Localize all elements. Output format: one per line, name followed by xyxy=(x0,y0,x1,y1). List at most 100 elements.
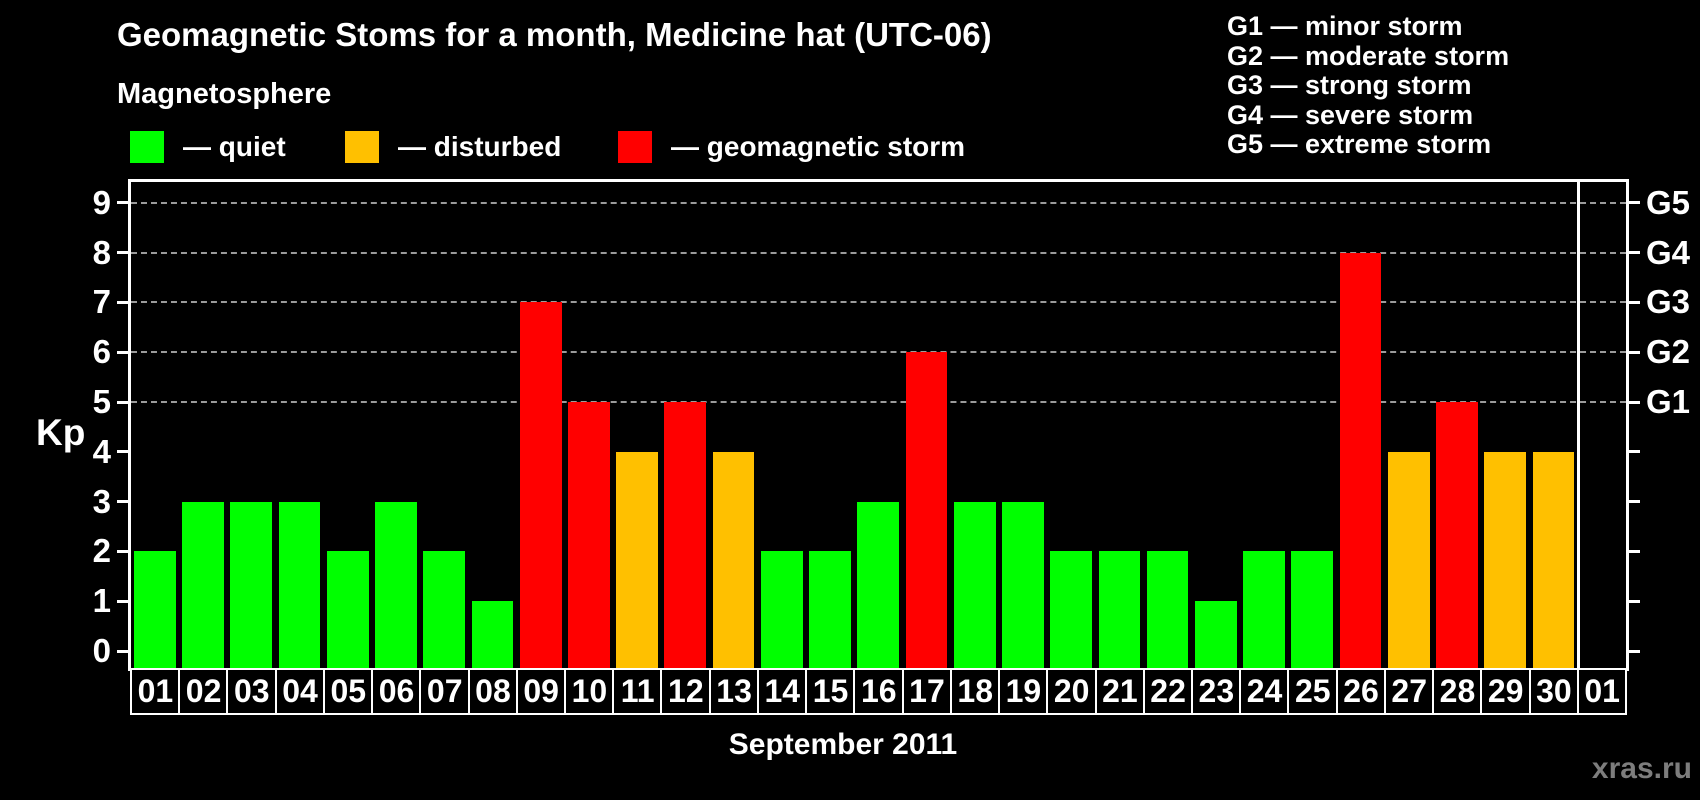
left-tick-kp3 xyxy=(117,500,131,504)
bar-day-23 xyxy=(1194,601,1237,668)
left-tick-kp5 xyxy=(117,400,131,404)
bar-day-15 xyxy=(809,551,851,668)
bar-day-19 xyxy=(1002,501,1044,668)
bar-day-05 xyxy=(326,551,369,668)
x-tick-day-12: 12 xyxy=(660,668,712,715)
y-tick-label-1: 1 xyxy=(92,582,111,620)
x-tick-day-21: 21 xyxy=(1094,668,1146,715)
bar-day-14 xyxy=(760,551,803,668)
x-tick-day-02: 02 xyxy=(178,668,229,715)
y-tick-label-3: 3 xyxy=(92,482,111,520)
bar-day-04 xyxy=(278,501,321,668)
left-tick-kp0 xyxy=(117,649,131,653)
gridline-kp6 xyxy=(131,351,1626,354)
bar-day-11 xyxy=(616,451,658,668)
y-tick-label-8: 8 xyxy=(92,233,111,271)
month-boundary-line xyxy=(1576,182,1580,668)
x-tick-day-14: 14 xyxy=(756,668,808,715)
right-tick-kp5 xyxy=(1626,400,1640,404)
x-tick-day-30: 30 xyxy=(1528,668,1580,715)
x-tick-day-11: 11 xyxy=(612,668,663,715)
quiet-legend-label: — quiet xyxy=(183,131,286,162)
bar-day-16 xyxy=(857,501,900,668)
y-tick-label-2: 2 xyxy=(92,532,111,570)
bar-day-18 xyxy=(953,501,996,668)
x-tick-day-01-next-month: 01 xyxy=(1576,668,1628,715)
bar-day-01 xyxy=(134,551,176,668)
right-tick-kp7 xyxy=(1626,300,1640,304)
right-tick-kp0 xyxy=(1626,649,1640,653)
y-tick-label-0: 0 xyxy=(92,632,111,669)
bar-day-24 xyxy=(1243,551,1285,668)
gridline-kp8 xyxy=(131,251,1626,254)
x-tick-day-29: 29 xyxy=(1480,668,1532,715)
g-scale-item-g4: G4 — severe storm xyxy=(1227,99,1474,130)
bar-day-20 xyxy=(1050,551,1092,668)
bar-day-13 xyxy=(712,451,755,668)
x-tick-day-06: 06 xyxy=(371,668,422,715)
x-axis-label: September 2011 xyxy=(728,728,958,761)
left-tick-kp7 xyxy=(117,300,131,304)
bar-day-26 xyxy=(1339,252,1382,668)
y-axis-label: Kp xyxy=(36,412,86,453)
right-tick-kp9 xyxy=(1626,201,1640,205)
gridline-kp7 xyxy=(131,301,1626,304)
bar-day-12 xyxy=(664,402,707,668)
g-scale-legend: G1 — minor storm G2 — moderate storm G3 — … xyxy=(1227,11,1510,160)
bar-day-22 xyxy=(1146,551,1189,668)
y-tick-label-7: 7 xyxy=(92,283,111,321)
gridline-kp5 xyxy=(131,401,1626,403)
x-tick-day-19: 19 xyxy=(998,668,1049,715)
x-tick-day-28: 28 xyxy=(1432,668,1483,715)
bar-day-27 xyxy=(1387,451,1430,668)
y-tick-label-4: 4 xyxy=(92,432,111,470)
bar-day-08 xyxy=(471,601,514,668)
bar-day-25 xyxy=(1291,551,1334,668)
x-tick-day-10: 10 xyxy=(564,668,615,715)
bar-day-06 xyxy=(375,501,417,668)
x-tick-day-16: 16 xyxy=(853,668,905,715)
chart-title: Geomagnetic Stoms for a month, Medicine … xyxy=(117,16,992,53)
x-tick-day-22: 22 xyxy=(1142,668,1194,715)
x-tick-day-23: 23 xyxy=(1190,668,1242,715)
gridline-kp9 xyxy=(131,201,1626,204)
magnetosphere-legend-title: Magnetosphere xyxy=(117,78,332,110)
bar-day-07 xyxy=(423,551,466,668)
x-tick-day-09: 09 xyxy=(515,668,567,715)
disturbed-legend-label: — disturbed xyxy=(398,131,562,162)
left-tick-kp9 xyxy=(117,201,131,205)
x-tick-day-01: 01 xyxy=(130,668,181,715)
bar-day-09 xyxy=(519,302,562,668)
right-axis-label-g1: G1 xyxy=(1646,383,1691,420)
storm-legend-label: — geomagnetic storm xyxy=(671,131,966,162)
storm-color-swatch xyxy=(618,131,652,163)
x-tick-day-03: 03 xyxy=(226,668,278,715)
right-axis-label-g5: G5 xyxy=(1646,183,1691,221)
x-tick-day-04: 04 xyxy=(274,668,326,715)
g-scale-item-g2: G2 — moderate storm xyxy=(1227,40,1510,71)
bar-day-28 xyxy=(1436,402,1478,668)
bar-day-02 xyxy=(182,501,224,668)
quiet-color-swatch xyxy=(130,131,164,163)
plot-border xyxy=(128,179,1629,671)
x-tick-day-17: 17 xyxy=(901,668,953,715)
left-tick-kp4 xyxy=(117,450,131,454)
y-tick-label-9: 9 xyxy=(92,183,111,221)
right-tick-kp3 xyxy=(1626,500,1640,504)
x-tick-day-05: 05 xyxy=(322,668,374,715)
x-tick-day-24: 24 xyxy=(1239,668,1290,715)
bar-day-03 xyxy=(230,501,273,668)
right-axis-label-g3: G3 xyxy=(1646,283,1691,321)
x-tick-day-15: 15 xyxy=(805,668,856,715)
bar-day-21 xyxy=(1098,551,1141,668)
x-tick-day-20: 20 xyxy=(1046,668,1097,715)
x-tick-day-13: 13 xyxy=(708,668,760,715)
bar-day-10 xyxy=(568,402,610,668)
left-tick-kp1 xyxy=(117,599,131,603)
bar-day-17 xyxy=(905,352,948,668)
g-scale-item-g3: G3 — strong storm xyxy=(1227,70,1472,101)
x-tick-day-25: 25 xyxy=(1287,668,1339,715)
magnetosphere-legend: — quiet — disturbed — geomagnetic storm xyxy=(0,128,1700,168)
